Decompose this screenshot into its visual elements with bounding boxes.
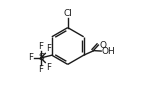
Text: S: S [38, 53, 44, 62]
Text: Cl: Cl [63, 9, 72, 18]
Text: F: F [38, 65, 43, 74]
Text: F: F [29, 53, 34, 62]
Text: O: O [99, 41, 106, 50]
Text: F: F [46, 44, 51, 53]
Text: F: F [38, 42, 43, 51]
Text: OH: OH [101, 47, 115, 56]
Text: F: F [46, 63, 51, 72]
